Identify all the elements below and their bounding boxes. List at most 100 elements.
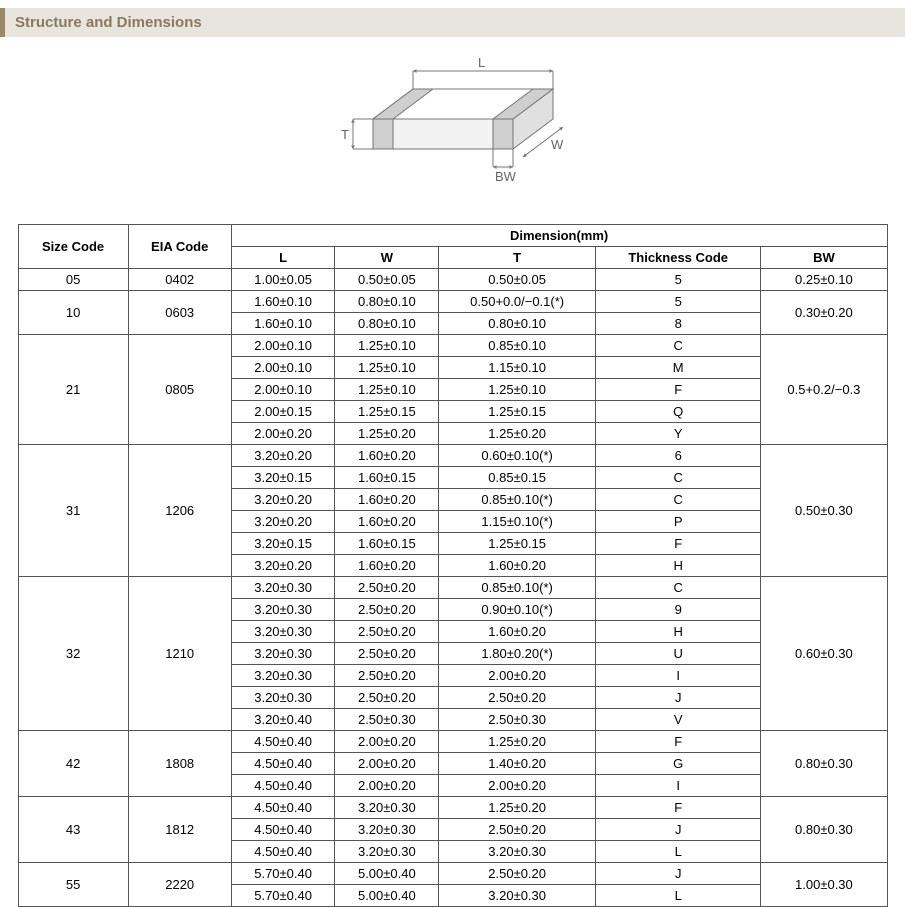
col-eia: EIA Code: [128, 225, 231, 269]
svg-text:T: T: [341, 127, 349, 142]
cell-W: 3.20±0.30: [335, 841, 439, 863]
cell-tc: 5: [596, 269, 761, 291]
cell-tc: 8: [596, 313, 761, 335]
cell-eia: 1206: [128, 445, 231, 577]
cell-tc: C: [596, 577, 761, 599]
cell-tc: M: [596, 357, 761, 379]
col-size: Size Code: [18, 225, 128, 269]
col-group-dim: Dimension(mm): [231, 225, 887, 247]
cell-T: 1.25±0.15: [439, 533, 596, 555]
section-title: Structure and Dimensions: [0, 8, 905, 37]
cell-tc: F: [596, 797, 761, 819]
cell-L: 3.20±0.30: [231, 577, 335, 599]
cell-size: 21: [18, 335, 128, 445]
cell-L: 3.20±0.15: [231, 467, 335, 489]
component-diagram: L W T BW: [0, 49, 905, 204]
cell-T: 0.50+0.0/−0.1(*): [439, 291, 596, 313]
cell-bw: 0.80±0.30: [761, 797, 887, 863]
cell-W: 1.25±0.20: [335, 423, 439, 445]
cell-size: 43: [18, 797, 128, 863]
col-thick: Thickness Code: [596, 247, 761, 269]
cell-L: 3.20±0.30: [231, 621, 335, 643]
cell-T: 1.60±0.20: [439, 621, 596, 643]
cell-size: 42: [18, 731, 128, 797]
svg-text:BW: BW: [495, 169, 517, 184]
cell-tc: F: [596, 731, 761, 753]
cell-bw: 0.80±0.30: [761, 731, 887, 797]
cell-T: 2.50±0.20: [439, 863, 596, 885]
cell-W: 2.50±0.20: [335, 687, 439, 709]
cell-T: 1.15±0.10(*): [439, 511, 596, 533]
col-T: T: [439, 247, 596, 269]
cell-eia: 2220: [128, 863, 231, 907]
cell-tc: 6: [596, 445, 761, 467]
cell-eia: 0603: [128, 291, 231, 335]
cell-L: 2.00±0.10: [231, 357, 335, 379]
cell-T: 3.20±0.30: [439, 885, 596, 907]
cell-bw: 0.5+0.2/−0.3: [761, 335, 887, 445]
cell-L: 4.50±0.40: [231, 753, 335, 775]
cell-T: 0.90±0.10(*): [439, 599, 596, 621]
cell-bw: 0.60±0.30: [761, 577, 887, 731]
cell-L: 4.50±0.40: [231, 797, 335, 819]
cell-T: 3.20±0.30: [439, 841, 596, 863]
cell-bw: 0.50±0.30: [761, 445, 887, 577]
cell-W: 1.60±0.20: [335, 489, 439, 511]
cell-L: 2.00±0.20: [231, 423, 335, 445]
cell-T: 2.50±0.30: [439, 709, 596, 731]
cell-T: 0.50±0.05: [439, 269, 596, 291]
cell-W: 1.60±0.20: [335, 555, 439, 577]
cell-T: 0.60±0.10(*): [439, 445, 596, 467]
cell-W: 3.20±0.30: [335, 797, 439, 819]
cell-size: 55: [18, 863, 128, 907]
cell-W: 0.50±0.05: [335, 269, 439, 291]
table-row: 5522205.70±0.405.00±0.402.50±0.20J1.00±0…: [18, 863, 887, 885]
cell-tc: L: [596, 885, 761, 907]
dimensions-table: Size Code EIA Code Dimension(mm) L W T T…: [18, 224, 888, 907]
cell-L: 4.50±0.40: [231, 841, 335, 863]
cell-size: 05: [18, 269, 128, 291]
cell-bw: 1.00±0.30: [761, 863, 887, 907]
cell-L: 2.00±0.10: [231, 335, 335, 357]
cell-L: 5.70±0.40: [231, 885, 335, 907]
col-BW: BW: [761, 247, 887, 269]
svg-text:W: W: [551, 137, 564, 152]
cell-tc: Y: [596, 423, 761, 445]
cell-T: 2.00±0.20: [439, 665, 596, 687]
cell-size: 32: [18, 577, 128, 731]
cell-W: 2.50±0.20: [335, 621, 439, 643]
cell-W: 1.25±0.10: [335, 357, 439, 379]
table-row: 1006031.60±0.100.80±0.100.50+0.0/−0.1(*)…: [18, 291, 887, 313]
cell-tc: H: [596, 555, 761, 577]
table-row: 3112063.20±0.201.60±0.200.60±0.10(*)60.5…: [18, 445, 887, 467]
cell-L: 3.20±0.20: [231, 489, 335, 511]
cell-W: 5.00±0.40: [335, 885, 439, 907]
cell-tc: I: [596, 775, 761, 797]
cell-W: 0.80±0.10: [335, 291, 439, 313]
cell-T: 1.60±0.20: [439, 555, 596, 577]
cell-T: 2.50±0.20: [439, 687, 596, 709]
cell-W: 2.50±0.20: [335, 577, 439, 599]
cell-L: 3.20±0.20: [231, 445, 335, 467]
cell-T: 1.15±0.10: [439, 357, 596, 379]
cell-size: 10: [18, 291, 128, 335]
cell-W: 1.60±0.20: [335, 445, 439, 467]
cell-T: 1.25±0.15: [439, 401, 596, 423]
cell-T: 2.00±0.20: [439, 775, 596, 797]
cell-eia: 0805: [128, 335, 231, 445]
cell-tc: C: [596, 335, 761, 357]
cell-T: 1.25±0.20: [439, 797, 596, 819]
cell-W: 5.00±0.40: [335, 863, 439, 885]
cell-T: 1.40±0.20: [439, 753, 596, 775]
table-row: 2108052.00±0.101.25±0.100.85±0.10C0.5+0.…: [18, 335, 887, 357]
cell-L: 2.00±0.10: [231, 379, 335, 401]
cell-tc: I: [596, 665, 761, 687]
cell-L: 3.20±0.30: [231, 643, 335, 665]
col-L: L: [231, 247, 335, 269]
cell-T: 0.85±0.10(*): [439, 489, 596, 511]
cell-W: 2.00±0.20: [335, 731, 439, 753]
cell-T: 1.25±0.10: [439, 379, 596, 401]
cell-bw: 0.25±0.10: [761, 269, 887, 291]
svg-text:L: L: [478, 55, 485, 70]
cell-L: 4.50±0.40: [231, 819, 335, 841]
